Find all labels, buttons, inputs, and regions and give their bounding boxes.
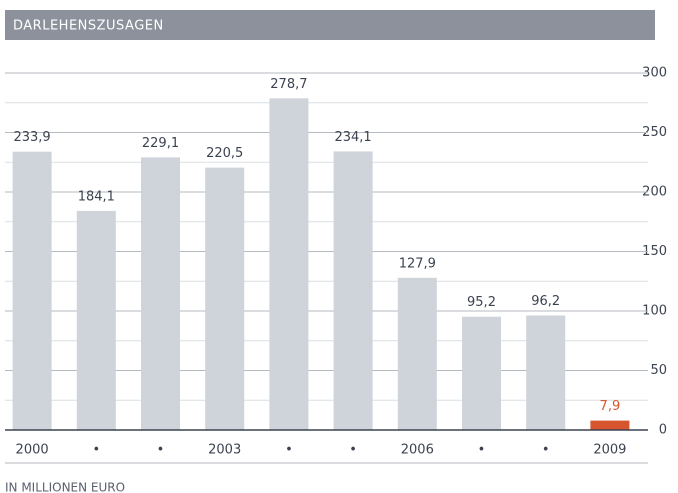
- x-tick-label: •: [92, 443, 100, 458]
- y-tick-label: 300: [642, 66, 667, 81]
- unit-note: IN MILLIONEN EURO: [5, 481, 125, 493]
- y-tick-label: 250: [642, 125, 667, 140]
- value-label: 127,9: [399, 256, 436, 271]
- bar: [76, 210, 116, 430]
- value-label: 229,1: [142, 136, 179, 151]
- value-label: 184,1: [78, 189, 115, 204]
- y-tick-label: 100: [642, 304, 667, 319]
- value-label: 7,9: [600, 399, 621, 414]
- bar: [141, 157, 180, 430]
- value-label: 233,9: [13, 130, 50, 145]
- bar: [205, 167, 245, 431]
- x-tick-label: •: [285, 443, 293, 458]
- x-tick-label: •: [157, 443, 165, 458]
- y-tick-label: 0: [659, 423, 667, 438]
- x-tick-label: •: [478, 443, 486, 458]
- value-label: 220,5: [206, 146, 243, 161]
- bar: [269, 98, 309, 431]
- chart-title: DARLEHENSZUSAGEN: [13, 19, 164, 34]
- bar: [590, 420, 630, 430]
- value-label: 234,1: [334, 130, 371, 145]
- y-tick-label: 200: [642, 185, 667, 200]
- title-band: [5, 10, 655, 40]
- value-label: 95,2: [467, 295, 496, 310]
- y-tick-label: 50: [650, 363, 667, 378]
- value-label: 96,2: [531, 294, 560, 309]
- y-tick-label: 150: [642, 244, 667, 259]
- bar: [12, 151, 52, 430]
- x-tick-label: 2006: [401, 443, 434, 458]
- x-tick-label: •: [349, 443, 357, 458]
- x-tick-label: 2009: [593, 443, 626, 458]
- value-label: 278,7: [270, 77, 307, 92]
- bar: [397, 277, 437, 430]
- x-tick-label: 2003: [208, 443, 241, 458]
- x-tick-label: •: [542, 443, 550, 458]
- bar: [333, 151, 373, 430]
- bar: [462, 316, 501, 430]
- bar: [526, 315, 566, 430]
- x-tick-label: 2000: [16, 443, 49, 458]
